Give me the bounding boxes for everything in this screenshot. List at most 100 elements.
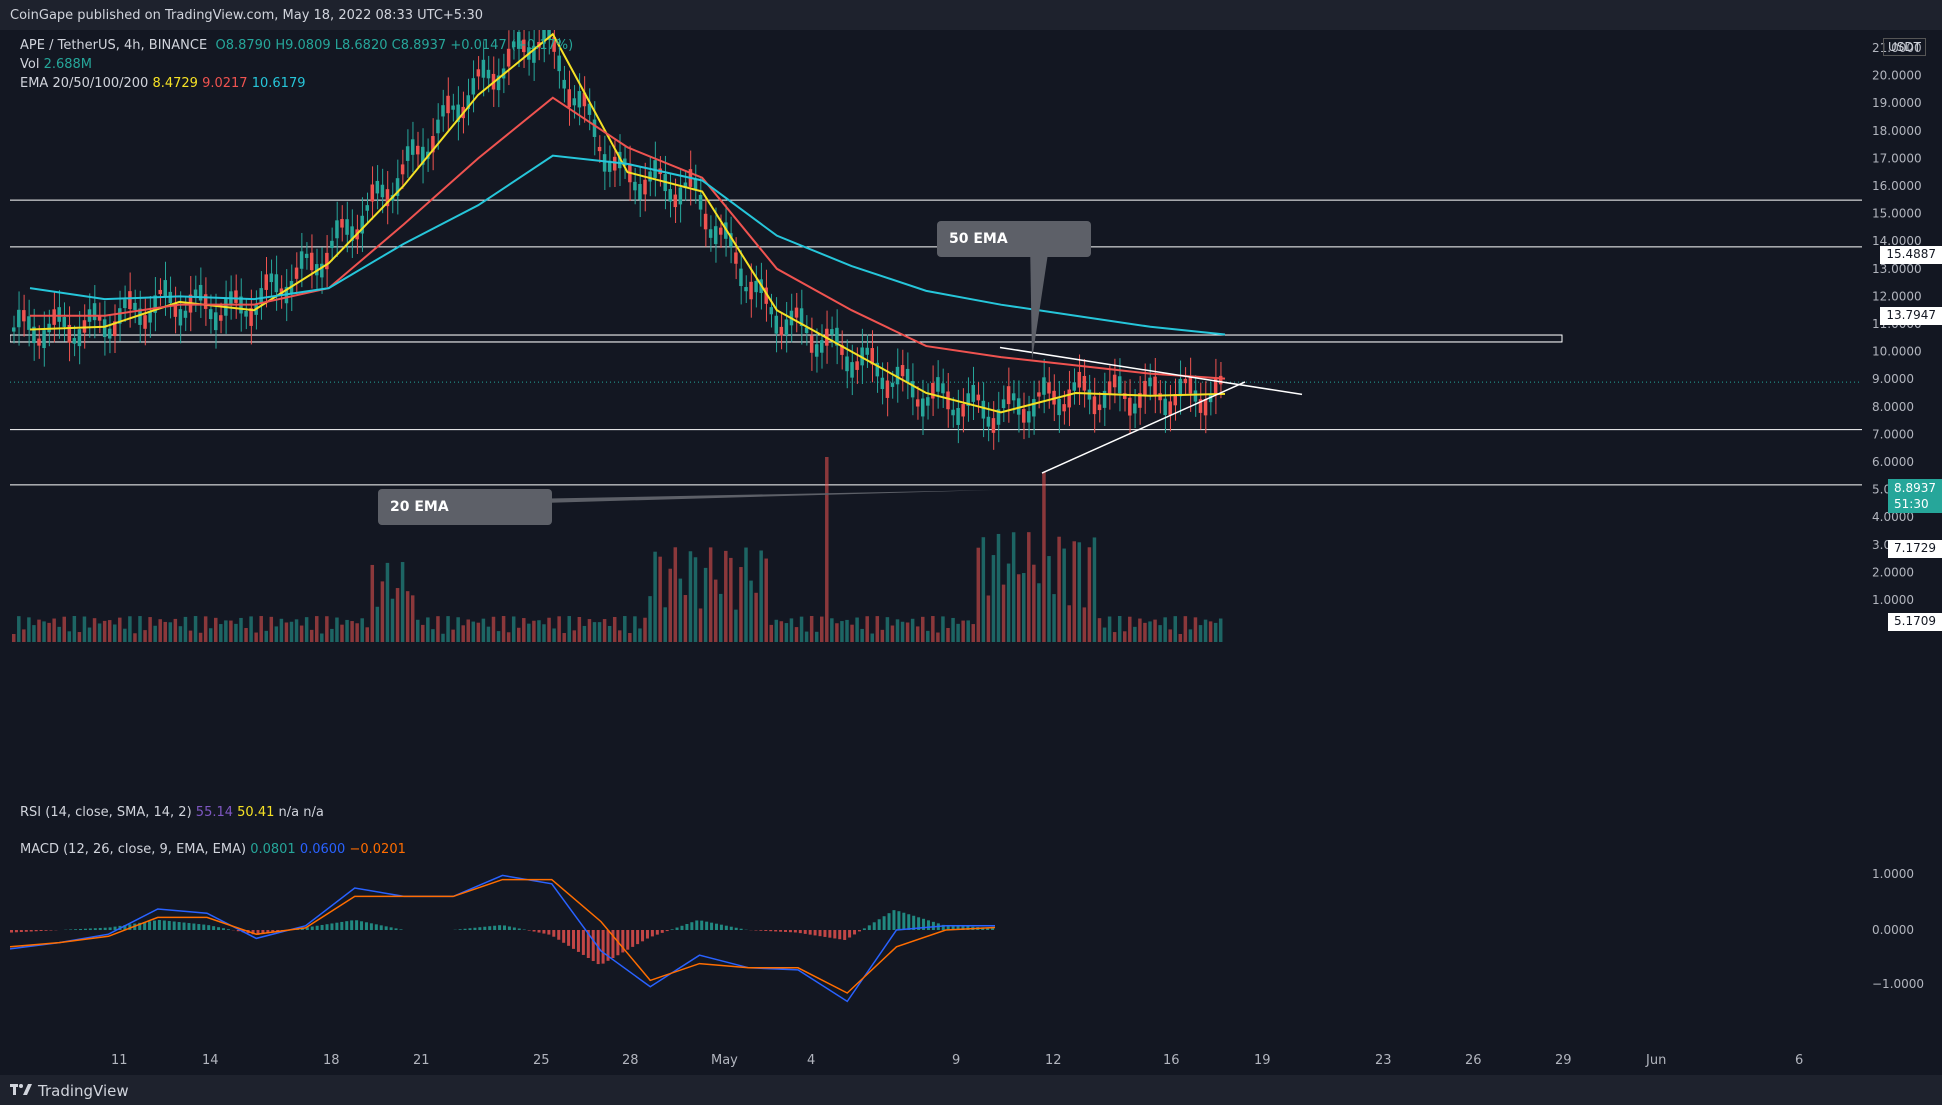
candle-9 xyxy=(57,307,61,322)
volume-bar-83 xyxy=(431,629,435,642)
candle-113 xyxy=(582,92,587,107)
volume-bar-165 xyxy=(845,619,849,642)
volume-bar-136 xyxy=(698,608,703,642)
candle-59 xyxy=(309,252,314,271)
candle-183 xyxy=(936,377,940,392)
volume-bar-134 xyxy=(688,551,693,642)
macd-hist-67 xyxy=(340,921,344,930)
level-tag-4: 5.1709 xyxy=(1888,613,1942,631)
macd-hist-106 xyxy=(532,930,536,932)
volume-bar-152 xyxy=(779,621,784,642)
volume-bar-221 xyxy=(1128,616,1132,642)
volume-bar-178 xyxy=(910,618,915,642)
volume-bar-153 xyxy=(784,623,789,642)
macd-hist-63 xyxy=(320,924,324,930)
volume-bar-108 xyxy=(557,616,561,642)
symbol-legend: APE / TetherUS, 4h, BINANCE O8.8790 H9.0… xyxy=(20,38,573,53)
volume-bar-106 xyxy=(547,617,551,642)
candle-162 xyxy=(830,329,834,335)
volume-bar-56 xyxy=(294,619,299,642)
price-chart[interactable]: 21.0000 20.0000 19.0000 18.0000 17.0000 16.00… xyxy=(9,7,1928,642)
macd-hist-29 xyxy=(152,920,156,930)
candle-52 xyxy=(274,274,279,293)
macd-hist-144 xyxy=(719,924,723,930)
volume-bar-70 xyxy=(365,627,369,642)
volume-bar-112 xyxy=(577,616,582,642)
rsi-panel[interactable] xyxy=(10,643,1928,675)
candle-164 xyxy=(840,345,844,355)
date-tick-6: May xyxy=(711,1053,738,1068)
macd-hist-3 xyxy=(24,930,28,932)
footer-bar: TradingView xyxy=(0,1075,1942,1105)
macd-hist-96 xyxy=(483,926,487,930)
candle-84 xyxy=(436,119,440,134)
macd-hist-0 xyxy=(10,930,13,933)
date-tick-7: 4 xyxy=(807,1053,815,1068)
candle-172 xyxy=(880,377,885,390)
volume-bar-199 xyxy=(1016,574,1021,642)
volume-bar-66 xyxy=(345,619,349,642)
macd-hist-111 xyxy=(557,930,561,940)
rsi-ma-value: 50.41 xyxy=(237,805,275,820)
candle-12 xyxy=(72,338,77,344)
macd-hist-177 xyxy=(882,916,886,930)
candle-101 xyxy=(522,39,526,53)
volume-bar-88 xyxy=(456,617,460,642)
candle-157 xyxy=(804,327,809,334)
volume-bar-179 xyxy=(915,626,920,642)
volume-bar-4 xyxy=(32,625,36,642)
macd-label: MACD (12, 26, close, 9, EMA, EMA) xyxy=(20,842,247,857)
macd-hist-183 xyxy=(912,915,916,930)
date-axis[interactable]: 11 14 18 21 25 28 May 4 9 12 16 19 23 26 29 Jun 6 xyxy=(10,1045,1928,1073)
candle-189 xyxy=(966,393,970,406)
volume-bar-144 xyxy=(739,567,743,642)
macd-hist-162 xyxy=(808,930,812,935)
volume-bar-76 xyxy=(395,588,400,642)
volume-bar-111 xyxy=(572,630,577,642)
macd-hist-186 xyxy=(926,920,930,930)
macd-hist-190 xyxy=(946,925,950,930)
macd-hist-78 xyxy=(394,928,398,930)
candle-57 xyxy=(299,251,304,269)
macd-hist-124 xyxy=(621,930,625,953)
volume-bar-114 xyxy=(587,619,592,642)
level-tag-3: 7.1729 xyxy=(1888,540,1942,558)
date-tick-14: 29 xyxy=(1555,1053,1572,1068)
candle-98 xyxy=(506,48,511,67)
volume-bar-231 xyxy=(1178,633,1183,642)
volume-bar-233 xyxy=(1188,629,1193,642)
macd-panel[interactable]: 1.0000 0.0000 −1.0000 xyxy=(9,830,1928,1045)
candle-238 xyxy=(1213,377,1218,396)
candle-215 xyxy=(1097,404,1102,411)
candle-179 xyxy=(915,399,920,407)
candle-233 xyxy=(1188,376,1193,394)
triangle-lower-line xyxy=(1041,381,1246,474)
candle-61 xyxy=(320,263,324,278)
candle-145 xyxy=(744,287,748,292)
volume-bar-46 xyxy=(244,628,248,642)
volume-bar-213 xyxy=(1087,547,1092,642)
macd-chart[interactable]: 1.0000 0.0000 −1.0000 xyxy=(9,830,1928,1045)
price-tick-9: 12.0000 xyxy=(1872,289,1922,303)
volume-bar-5 xyxy=(37,619,41,642)
candle-79 xyxy=(410,139,415,155)
candle-66 xyxy=(345,219,349,235)
price-tick-14: 7.0000 xyxy=(1872,427,1914,441)
volume-bar-89 xyxy=(461,625,465,642)
volume-bar-148 xyxy=(759,550,763,642)
volume-bar-104 xyxy=(537,620,541,642)
macd-hist-66 xyxy=(335,922,339,930)
candle-83 xyxy=(431,136,435,153)
candle-227 xyxy=(1158,393,1162,401)
macd-value: 0.0801 xyxy=(250,842,296,857)
volume-bar-123 xyxy=(633,616,637,642)
volume-bar-113 xyxy=(582,625,587,642)
ema-line-0 xyxy=(29,32,1226,414)
macd-hist-127 xyxy=(636,930,640,945)
volume-bar-190 xyxy=(971,624,975,642)
candle-218 xyxy=(1112,374,1117,388)
price-panel[interactable]: 21.0000 20.0000 19.0000 18.0000 17.0000 16.00… xyxy=(9,7,1928,642)
volume-bar-230 xyxy=(1173,616,1177,642)
date-tick-9: 12 xyxy=(1045,1053,1062,1068)
volume-bar-22 xyxy=(123,628,127,642)
